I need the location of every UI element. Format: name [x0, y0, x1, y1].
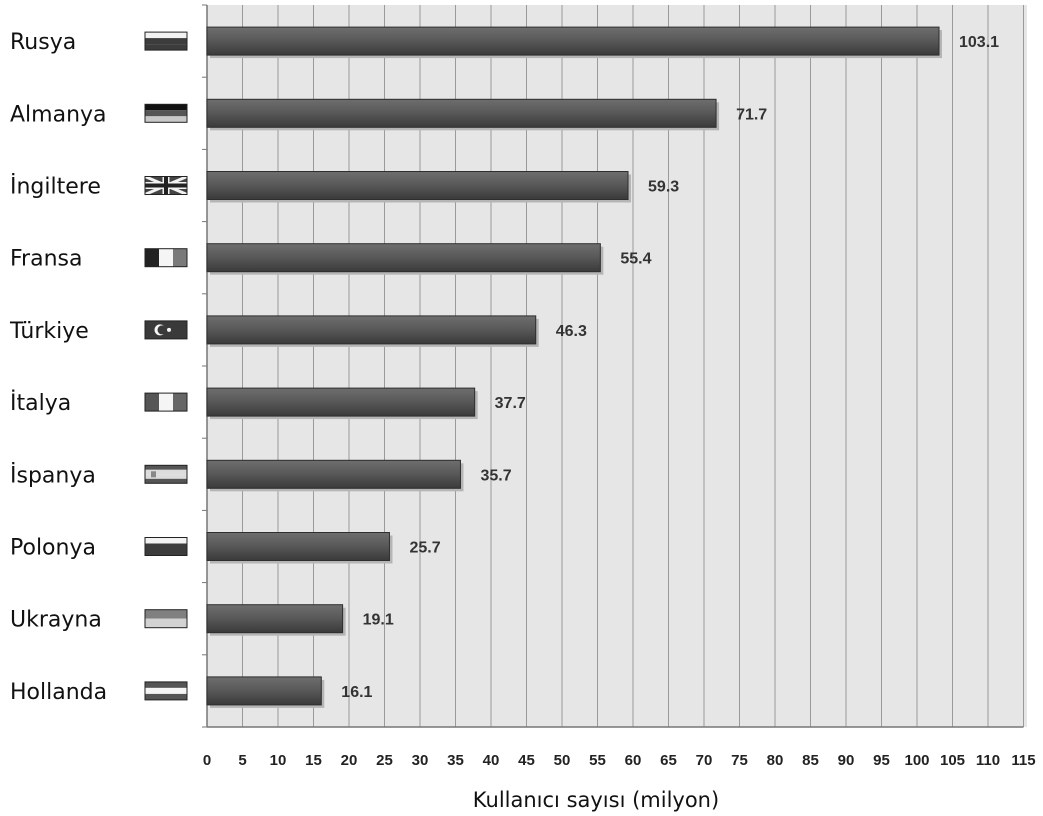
flag-turkey-icon	[144, 320, 188, 340]
category-label: İtalya	[10, 390, 71, 416]
data-label: 25.7	[409, 540, 440, 557]
x-tick-labels: 0 5 10 15 20 25 30 35 40 45 50 55 60 65 70 75 80 85 90 95 10…	[203, 752, 1036, 769]
category-label: İspanya	[10, 462, 96, 488]
flags	[144, 31, 188, 701]
x-tick-label: 95	[873, 752, 890, 769]
bar	[206, 459, 461, 489]
x-tick-label: 25	[376, 752, 393, 769]
x-tick-label: 75	[731, 752, 748, 769]
bar	[206, 243, 601, 273]
flag-russia-icon	[144, 31, 188, 51]
bar	[206, 604, 344, 634]
x-tick-label: 100	[904, 752, 929, 769]
x-tick-label: 85	[802, 752, 819, 769]
flag-poland-icon	[144, 537, 188, 556]
category-label: Polonya	[10, 536, 96, 561]
x-tick-label: 15	[305, 752, 322, 769]
bar	[206, 26, 940, 56]
flag-italy-icon	[144, 392, 188, 412]
flag-spain-icon	[144, 464, 188, 484]
x-tick-label: 45	[518, 752, 535, 769]
category-label: Ukrayna	[10, 608, 102, 633]
bars: 103.1 71.7 59.3 55.4 46.3 37.7 35.7 25.7 19.1 16.…	[206, 26, 999, 708]
data-label: 19.1	[363, 612, 394, 629]
data-label: 46.3	[556, 323, 587, 340]
x-tick-label: 50	[554, 752, 571, 769]
x-tick-label: 80	[767, 752, 784, 769]
flag-france-icon	[144, 248, 188, 268]
x-tick-label: 90	[838, 752, 855, 769]
flag-uk-icon	[144, 175, 188, 196]
x-tick-label: 0	[203, 752, 211, 769]
x-tick-label: 55	[589, 752, 606, 769]
bar	[206, 532, 390, 561]
bar	[206, 387, 476, 417]
flag-netherlands-icon	[144, 681, 188, 701]
category-label: Fransa	[10, 247, 82, 272]
category-label: Türkiye	[9, 319, 89, 344]
data-label: 103.1	[959, 34, 999, 51]
category-label: Rusya	[10, 30, 76, 55]
data-label: 35.7	[480, 467, 511, 484]
data-label: 55.4	[620, 251, 651, 268]
category-labels: Rusya Almanya İngiltere Fransa Türkiye İtalya…	[9, 30, 107, 705]
data-label: 59.3	[648, 179, 679, 196]
data-label: 37.7	[495, 395, 526, 412]
x-tick-label: 5	[238, 752, 246, 769]
flag-germany-icon	[144, 103, 188, 123]
data-label: 16.1	[341, 684, 372, 701]
x-tick-label: 105	[940, 752, 965, 769]
x-tick-label: 30	[412, 752, 429, 769]
x-tick-label: 115	[1011, 752, 1035, 769]
x-tick-label: 20	[341, 752, 358, 769]
x-tick-label: 10	[270, 752, 287, 769]
x-axis-title: Kullanıcı sayısı (milyon)	[473, 788, 719, 812]
category-label: İngiltere	[10, 174, 101, 200]
x-tick-label: 70	[696, 752, 713, 769]
category-label: Almanya	[10, 102, 107, 127]
x-tick-label: 65	[660, 752, 677, 769]
x-tick-label: 60	[625, 752, 642, 769]
x-tick-label: 35	[447, 752, 464, 769]
data-label: 71.7	[736, 106, 767, 123]
bar	[206, 676, 322, 706]
bar	[206, 98, 717, 128]
bar	[206, 315, 537, 345]
x-tick-label: 40	[483, 752, 500, 769]
bar	[206, 171, 629, 200]
category-label: Hollanda	[10, 680, 107, 705]
flag-ukraine-icon	[144, 609, 188, 629]
x-tick-label: 110	[976, 752, 1000, 769]
